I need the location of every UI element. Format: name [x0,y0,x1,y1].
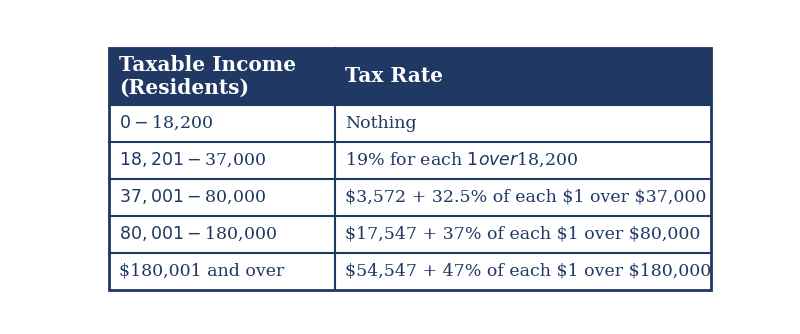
Text: $37,001 - $80,000: $37,001 - $80,000 [119,188,266,206]
Text: $17,547 + 37% of each $1 over $80,000: $17,547 + 37% of each $1 over $80,000 [345,225,700,242]
Text: Taxable Income
(Residents): Taxable Income (Residents) [119,54,296,98]
Text: Nothing: Nothing [345,115,416,132]
Bar [335,48,710,105]
Text: $180,001 and over: $180,001 and over [119,263,285,280]
Text: Tax Rate: Tax Rate [345,66,442,86]
Bar [335,105,710,142]
Bar [110,215,335,253]
Text: $3,572 + 32.5% of each $1 over $37,000: $3,572 + 32.5% of each $1 over $37,000 [345,189,706,205]
Bar [110,48,335,105]
Bar [110,253,335,290]
Text: 19% for each $1 over $18,200: 19% for each $1 over $18,200 [345,151,578,169]
Text: $80,001 - $180,000: $80,001 - $180,000 [119,225,278,243]
Bar [335,179,710,215]
Bar [110,179,335,215]
Text: $54,547 + 47% of each $1 over $180,000: $54,547 + 47% of each $1 over $180,000 [345,263,711,280]
Text: $0 - $18,200: $0 - $18,200 [119,114,214,132]
Bar [110,105,335,142]
Bar [335,142,710,179]
Bar [110,142,335,179]
Bar [335,215,710,253]
Bar [335,253,710,290]
Text: $18,201 - $37,000: $18,201 - $37,000 [119,151,266,169]
